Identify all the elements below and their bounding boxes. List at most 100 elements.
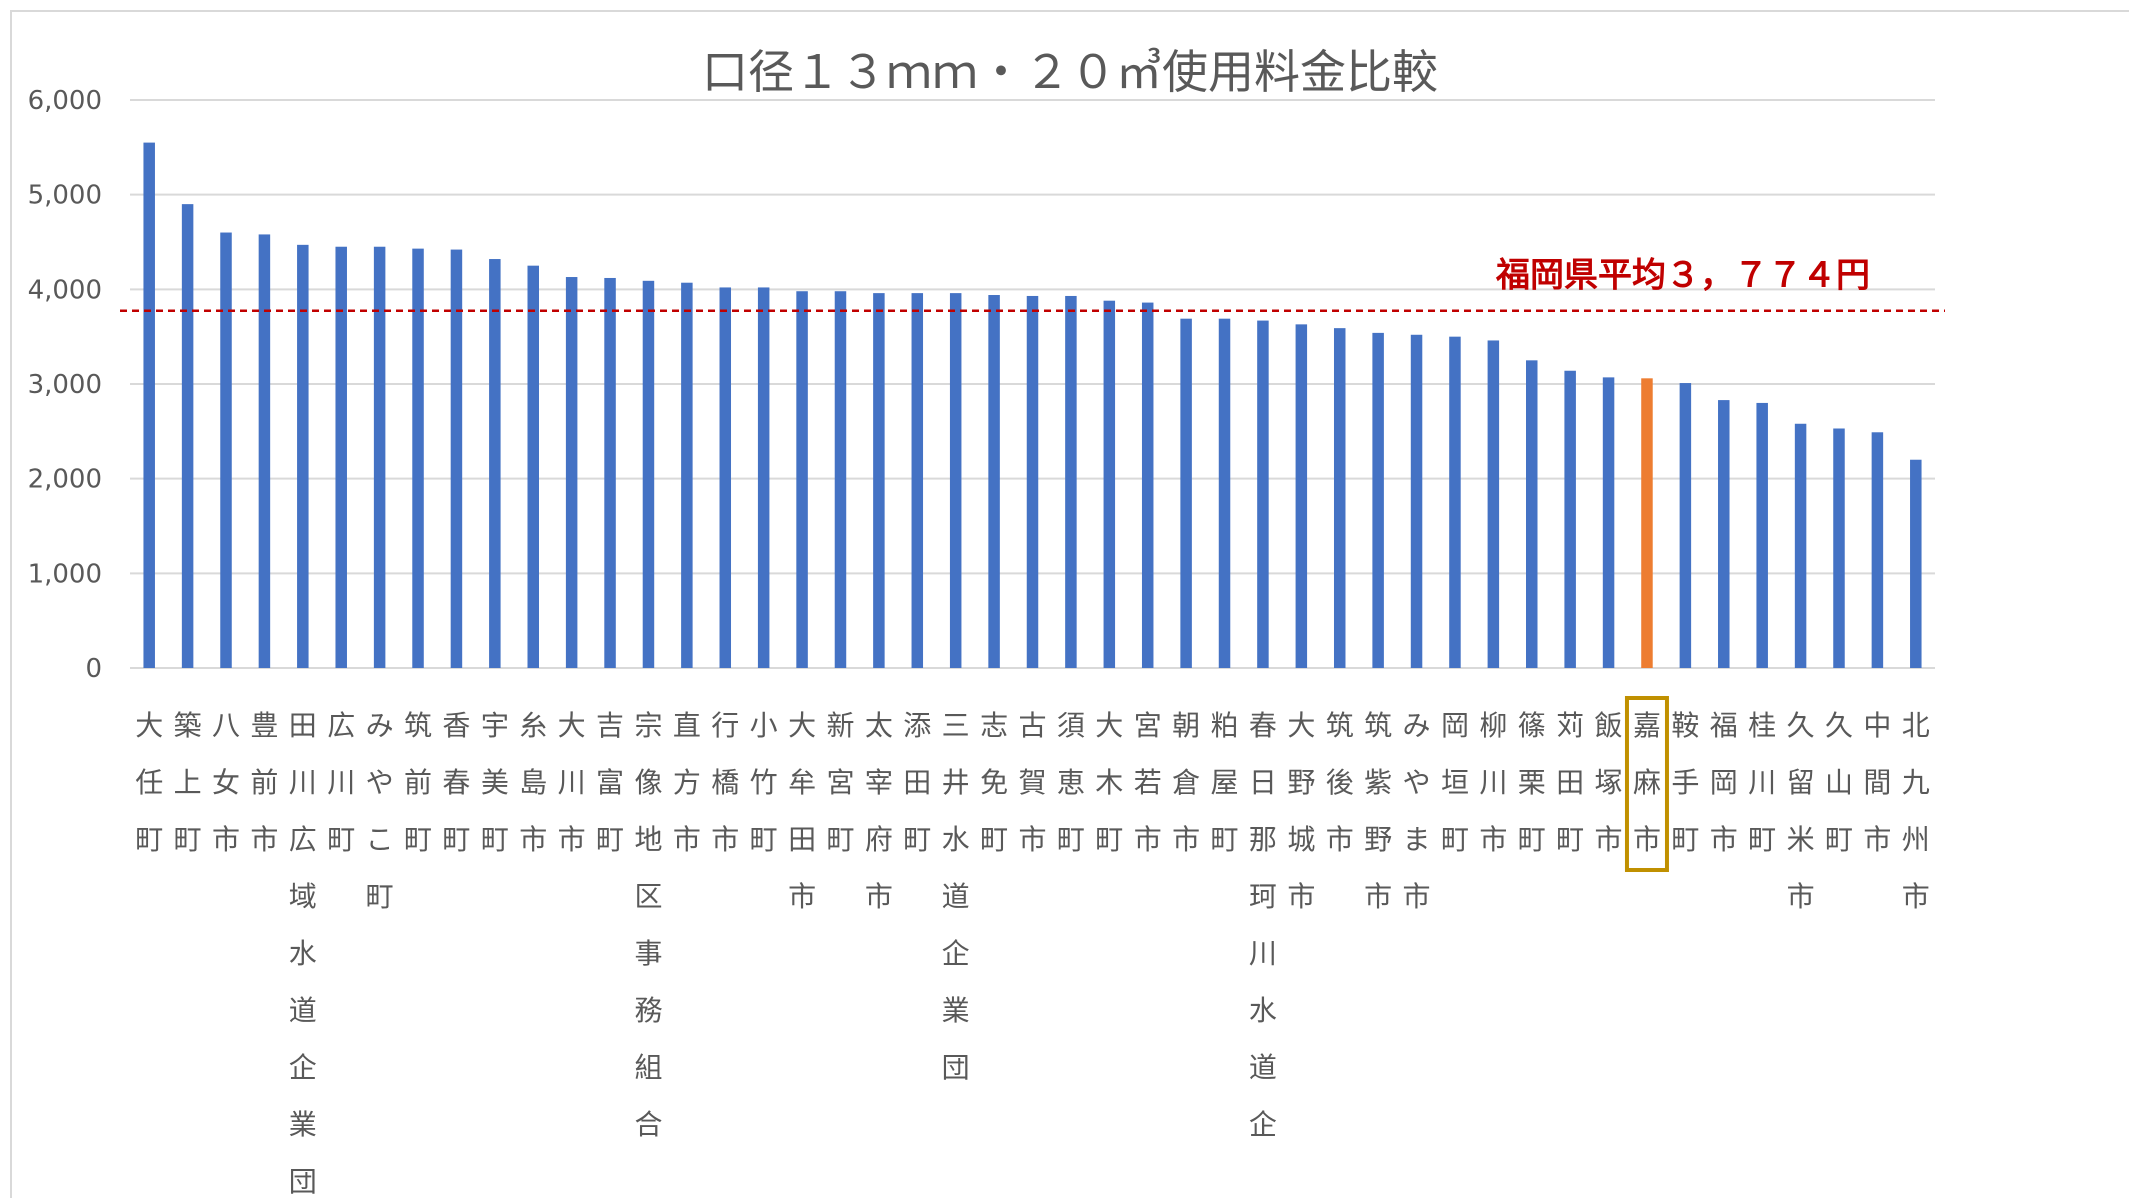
x-tick-label: 新宮町 — [826, 709, 854, 856]
bar — [1410, 334, 1423, 668]
x-tick-label: 大任町 — [135, 709, 163, 856]
y-tick-label: 4,000 — [28, 275, 102, 305]
bar — [1910, 459, 1922, 668]
x-tick-label: 筑前町 — [404, 709, 432, 856]
bar — [1794, 423, 1807, 668]
y-tick-label: 5,000 — [28, 181, 102, 211]
bar — [1756, 402, 1768, 668]
x-tick-label: 田川広域水道企業団 — [289, 709, 317, 1198]
y-tick-label: 2,000 — [28, 465, 102, 495]
y-axis-ticks: 0 1,000 2,000 3,000 4,000 5,000 6,000 — [28, 86, 102, 684]
bar — [988, 295, 1000, 668]
x-tick-label: 苅田町 — [1556, 709, 1584, 856]
x-tick-label: 広川町 — [327, 709, 355, 856]
bar — [1871, 432, 1884, 668]
x-tick-label: 築上町 — [174, 709, 202, 856]
bar — [1103, 300, 1116, 668]
bar — [873, 293, 885, 668]
x-tick-label: 北九州市 — [1902, 709, 1930, 913]
bar — [834, 291, 847, 668]
highlight-box — [1624, 696, 1669, 872]
x-tick-label: 豊前市 — [250, 709, 278, 856]
bar — [911, 293, 924, 668]
bar — [1218, 318, 1231, 668]
x-tick-label: 太宰府市 — [865, 709, 893, 913]
bar — [1487, 340, 1500, 668]
bar — [1449, 336, 1461, 668]
x-tick-label: 桂川町 — [1748, 709, 1776, 856]
bar — [527, 265, 539, 668]
bar — [719, 287, 732, 668]
bar — [143, 142, 155, 669]
bars — [143, 142, 1922, 669]
bar — [1026, 295, 1039, 668]
x-tick-label: 朝倉市 — [1172, 709, 1200, 856]
bar — [1372, 332, 1384, 668]
y-tick-label: 0 — [85, 654, 102, 684]
x-tick-label: 鞍手町 — [1671, 709, 1699, 856]
chart-frame — [10, 10, 2129, 1198]
bar — [297, 244, 309, 668]
x-tick-label: 柳川市 — [1479, 709, 1507, 856]
x-tick-label: 福岡市 — [1710, 709, 1738, 856]
bar — [1333, 328, 1346, 668]
bar — [1564, 370, 1576, 668]
bar — [949, 293, 962, 668]
x-tick-label: 筑紫野市 — [1364, 709, 1392, 913]
x-tick-label: 添田町 — [903, 709, 931, 856]
bar — [1602, 377, 1615, 668]
x-tick-label: 大野城市 — [1287, 709, 1315, 913]
bar — [565, 277, 578, 668]
x-tick-label: 春日那珂川水道企 — [1249, 709, 1277, 1141]
bar — [1180, 318, 1192, 668]
average-label: 福岡県平均３，７７４円 — [1495, 256, 1870, 296]
y-tick-label: 3,000 — [28, 370, 102, 400]
x-tick-label: 香春町 — [442, 709, 470, 856]
bar — [681, 282, 693, 668]
y-tick-label: 1,000 — [28, 559, 102, 589]
x-axis-labels: 大任町築上町八女市豊前市田川広域水道企業団広川町みやこ町筑前町香春町宇美町糸島市… — [135, 709, 1930, 1198]
x-tick-label: 志免町 — [980, 709, 1008, 856]
x-tick-label: 大牟田市 — [788, 709, 816, 913]
x-tick-label: 古賀市 — [1018, 709, 1046, 856]
x-tick-label: 宇美町 — [481, 709, 509, 856]
x-tick-label: 篠栗町 — [1518, 709, 1546, 856]
bar — [1257, 320, 1269, 668]
bar — [181, 204, 194, 668]
x-tick-label: 須恵町 — [1057, 709, 1085, 856]
x-tick-label: 吉富町 — [596, 709, 624, 856]
y-tick-label: 6,000 — [28, 86, 102, 116]
bar — [1141, 302, 1154, 668]
x-tick-label: 小竹町 — [750, 709, 778, 856]
x-tick-label: 糸島市 — [519, 709, 547, 856]
bar — [373, 246, 386, 668]
bar — [489, 259, 501, 668]
bar — [1065, 295, 1077, 668]
x-tick-label: みやま市 — [1403, 709, 1431, 913]
x-tick-label: 宗像地区事務組合 — [634, 709, 662, 1141]
x-tick-label: 大木町 — [1095, 709, 1123, 856]
bar — [796, 291, 808, 668]
x-tick-label: 行橋市 — [711, 709, 739, 856]
bar — [1833, 428, 1845, 668]
chart-title: 口径１３ｍｍ・２０㎥使用料金比較 — [702, 45, 1438, 99]
bar — [1718, 400, 1730, 668]
x-tick-label: 岡垣町 — [1441, 709, 1469, 856]
bar — [450, 249, 463, 668]
bar-highlight — [1641, 378, 1653, 668]
average-line-group: 福岡県平均３，７７４円 — [120, 256, 1945, 312]
x-tick-label: 粕屋町 — [1211, 709, 1239, 856]
x-tick-label: 八女市 — [212, 709, 240, 856]
x-tick-label: みやこ町 — [366, 709, 394, 913]
x-tick-label: 三井水道企業団 — [942, 709, 970, 1084]
bar — [642, 280, 655, 668]
x-tick-label: 直方市 — [673, 709, 701, 856]
bar — [335, 246, 347, 668]
bar — [604, 277, 616, 668]
x-tick-label: 筑後市 — [1326, 709, 1354, 856]
bar — [220, 232, 232, 669]
x-tick-label: 飯塚市 — [1595, 709, 1623, 856]
x-tick-label: 大川市 — [558, 709, 586, 856]
x-tick-label: 宮若市 — [1134, 709, 1162, 856]
